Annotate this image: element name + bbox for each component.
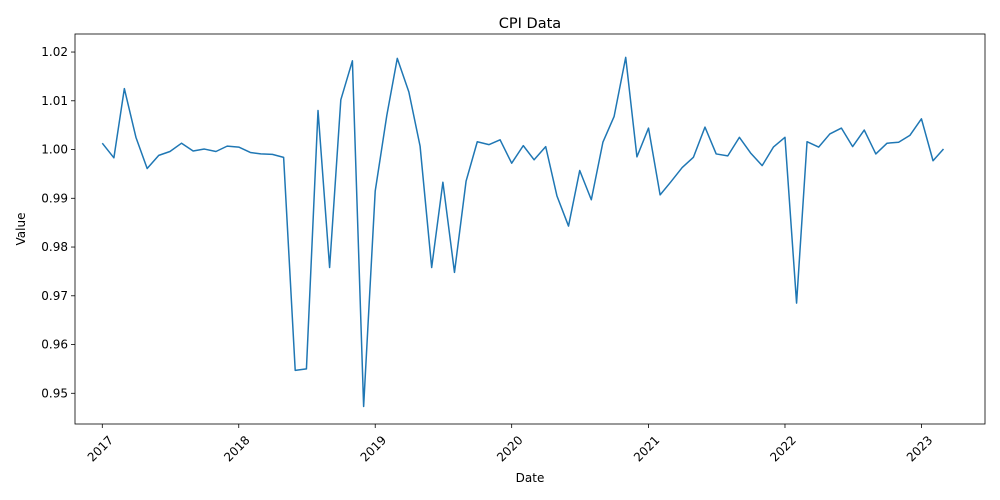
y-tick-label: 1.02 [41, 45, 68, 59]
y-tick-label: 1.01 [41, 94, 68, 108]
x-tick-label: 2022 [767, 433, 798, 464]
y-tick-label: 0.95 [41, 386, 68, 400]
x-tick-label: 2023 [904, 433, 935, 464]
chart-title: CPI Data [499, 16, 561, 32]
y-tick-label: 0.98 [41, 240, 68, 254]
series-line [101, 56, 945, 408]
y-axis-label: Value [14, 213, 28, 246]
x-tick-label: 2021 [631, 433, 662, 464]
plot-area [74, 33, 986, 425]
y-tick-label: 0.97 [41, 289, 68, 303]
y-tick-label: 0.99 [41, 191, 68, 205]
x-tick-label: 2020 [494, 433, 525, 464]
x-tick-label: 2018 [221, 433, 252, 464]
x-axis-label: Date [516, 471, 545, 485]
y-axis: 0.95 0.96 0.97 0.98 0.99 1.00 1.01 1.02 [41, 45, 75, 400]
x-axis: 2017 2018 2019 2020 2021 2022 2023 [85, 424, 935, 465]
x-tick-label: 2017 [85, 433, 116, 464]
y-tick-label: 0.96 [41, 338, 68, 352]
y-tick-label: 1.00 [41, 143, 68, 157]
x-tick-label: 2019 [358, 433, 389, 464]
plot-frame [74, 33, 986, 425]
